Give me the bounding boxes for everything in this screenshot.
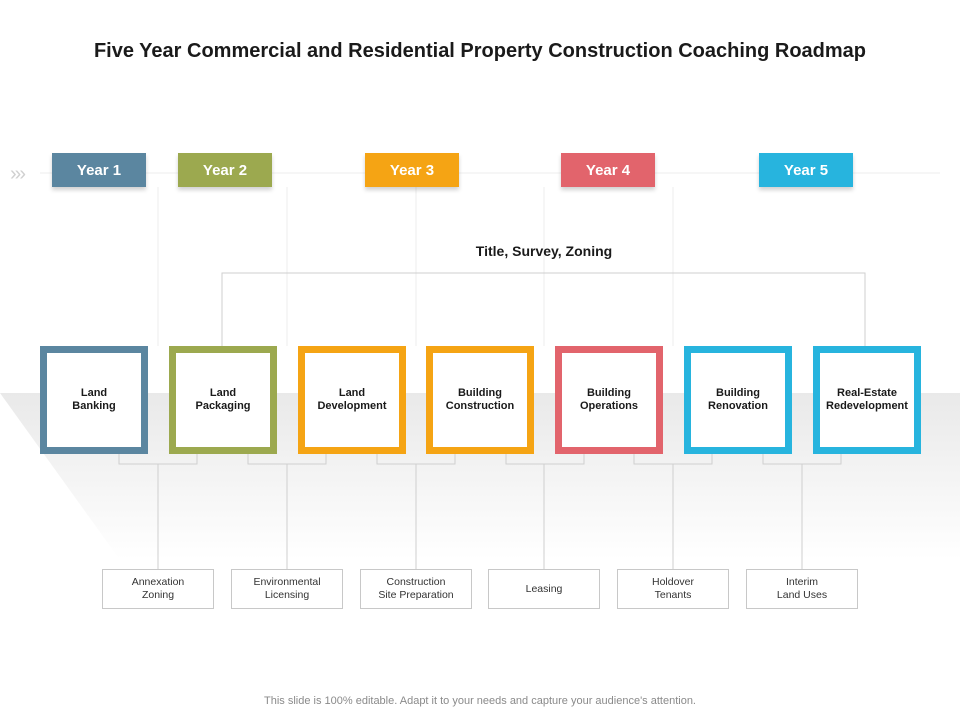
- stage-label: Real-Estate Redevelopment: [826, 387, 908, 412]
- stage-box-building-renovation: Building Renovation: [684, 346, 792, 454]
- year-tag-5: Year 5: [759, 153, 853, 187]
- outcome-box-holdover-tenants: Holdover Tenants: [617, 569, 729, 609]
- outcome-label: Interim Land Uses: [776, 576, 828, 601]
- stage-label: Land Banking: [72, 387, 116, 412]
- outcome-box-annexation-zoning: Annexation Zoning: [102, 569, 214, 609]
- stage-box-building-operations: Building Operations: [555, 346, 663, 454]
- stage-label: Land Development: [317, 387, 387, 412]
- outcome-label: Holdover Tenants: [651, 576, 695, 601]
- year-tag-3: Year 3: [365, 153, 459, 187]
- footer-note: This slide is 100% editable. Adapt it to…: [264, 695, 696, 707]
- outcome-box-environmental-licensing: Environmental Licensing: [231, 569, 343, 609]
- year-tag-1: Year 1: [52, 153, 146, 187]
- stage-box-land-packaging: Land Packaging: [169, 346, 277, 454]
- group-title: Title, Survey, Zoning: [475, 243, 613, 259]
- chevron-icon: ›››: [10, 163, 26, 185]
- stage-label: Building Renovation: [708, 387, 768, 412]
- outcome-box-leasing: Leasing: [488, 569, 600, 609]
- year-tag-4: Year 4: [561, 153, 655, 187]
- outcome-box-construction-site-preparation: Construction Site Preparation: [360, 569, 472, 609]
- outcome-label: Leasing: [525, 582, 563, 595]
- stage-box-building-construction: Building Construction: [426, 346, 534, 454]
- outcome-label: Environmental Licensing: [253, 576, 321, 601]
- outcome-label: Annexation Zoning: [131, 576, 185, 601]
- outcome-box-interim-land-uses: Interim Land Uses: [746, 569, 858, 609]
- stage-box-land-development: Land Development: [298, 346, 406, 454]
- year-tag-2: Year 2: [178, 153, 272, 187]
- stage-box-land-banking: Land Banking: [40, 346, 148, 454]
- outcome-label: Construction Site Preparation: [378, 576, 454, 601]
- stage-label: Land Packaging: [195, 387, 251, 412]
- page-title: Five Year Commercial and Residential Pro…: [93, 40, 867, 62]
- stage-box-real-estate-redevelopment: Real-Estate Redevelopment: [813, 346, 921, 454]
- stage-label: Building Construction: [445, 387, 515, 412]
- stage-label: Building Operations: [579, 387, 639, 412]
